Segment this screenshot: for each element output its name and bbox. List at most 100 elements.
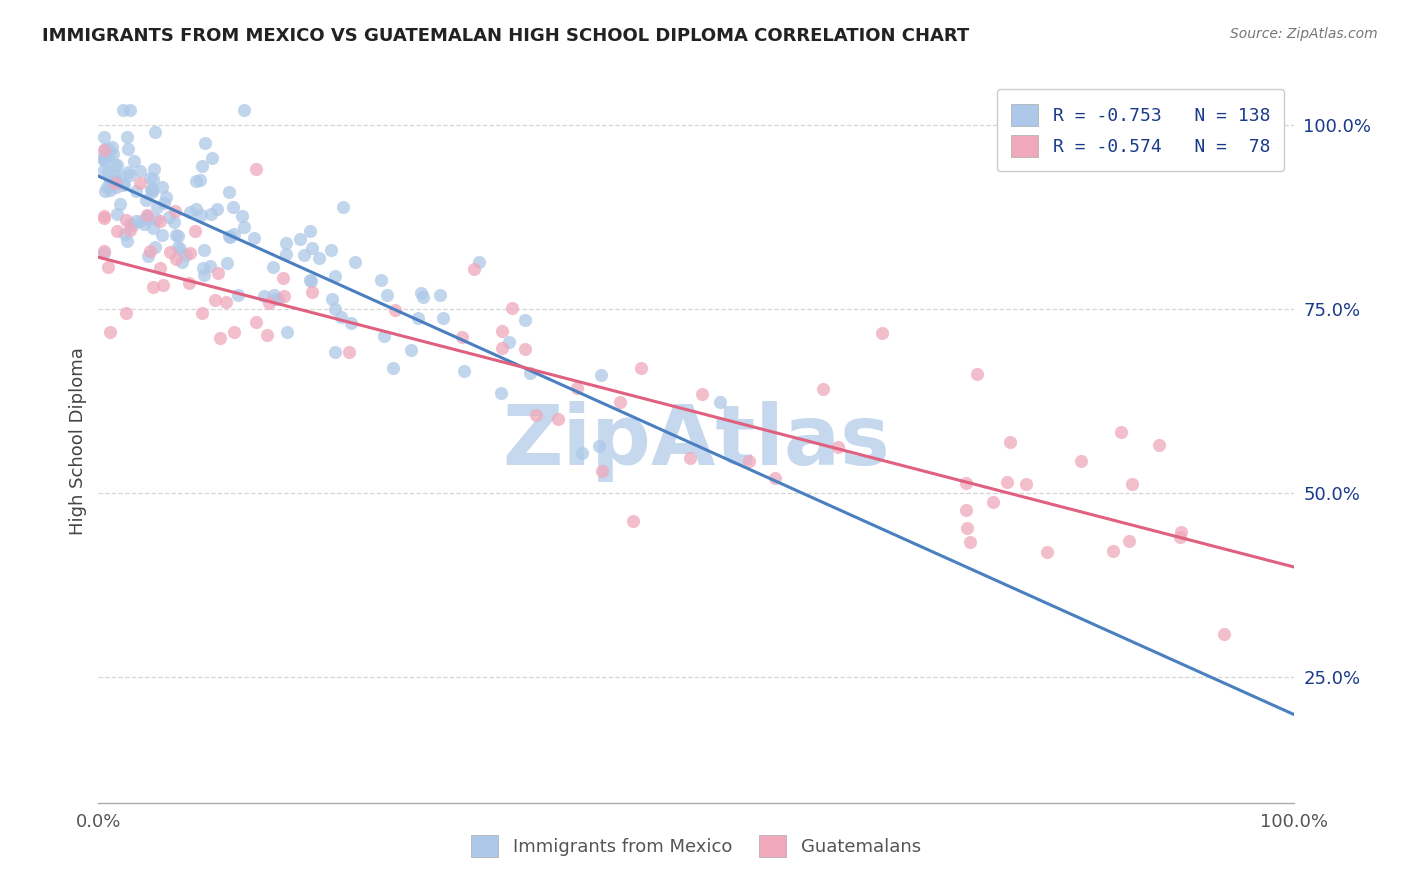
Point (1118, 534, 1140, 549)
Point (93, 211, 115, 225)
Point (105, 224, 128, 238)
Point (588, 439, 610, 453)
Point (186, 202, 208, 217)
Point (139, 244, 162, 258)
Point (571, 446, 593, 460)
Point (408, 310, 430, 325)
Point (142, 220, 165, 235)
Point (141, 186, 163, 200)
Point (411, 285, 433, 300)
Point (308, 251, 330, 265)
Point (118, 168, 141, 182)
Point (679, 451, 702, 466)
Point (190, 209, 212, 223)
Point (125, 214, 148, 228)
Point (93, 143, 115, 157)
Point (709, 395, 731, 409)
Point (266, 292, 288, 306)
Point (959, 535, 981, 549)
Point (170, 255, 193, 269)
Point (200, 207, 222, 221)
Point (1015, 476, 1038, 491)
Point (141, 172, 163, 186)
Legend: Immigrants from Mexico, Guatemalans: Immigrants from Mexico, Guatemalans (463, 826, 929, 866)
Point (94, 142, 117, 156)
Point (114, 213, 136, 227)
Point (491, 324, 513, 338)
Point (97, 260, 120, 274)
Point (105, 206, 128, 220)
Point (1070, 454, 1092, 468)
Point (955, 502, 977, 516)
Point (231, 209, 253, 223)
Point (169, 242, 191, 256)
Point (232, 103, 254, 117)
Point (870, 326, 893, 340)
Point (290, 232, 312, 246)
Point (219, 229, 242, 244)
Point (115, 306, 138, 320)
Point (243, 231, 266, 245)
Point (152, 278, 174, 293)
Point (143, 240, 166, 254)
Point (193, 260, 215, 275)
Point (1170, 524, 1192, 539)
Point (432, 311, 454, 326)
Point (194, 136, 217, 151)
Point (998, 434, 1021, 449)
Text: Source: ZipAtlas.com: Source: ZipAtlas.com (1230, 27, 1378, 41)
Point (253, 289, 276, 303)
Point (143, 125, 166, 139)
Point (450, 330, 472, 344)
Point (262, 260, 284, 274)
Point (256, 327, 278, 342)
Point (124, 184, 146, 198)
Point (298, 224, 321, 238)
Point (276, 325, 298, 339)
Point (1111, 425, 1133, 439)
Point (319, 244, 342, 258)
Point (100, 139, 122, 153)
Point (98, 148, 121, 162)
Point (955, 476, 977, 491)
Point (384, 303, 406, 318)
Point (145, 211, 167, 226)
Point (381, 361, 404, 376)
Point (184, 225, 207, 239)
Point (301, 285, 323, 300)
Point (179, 245, 201, 260)
Point (292, 248, 315, 262)
Point (193, 243, 215, 257)
Point (301, 241, 323, 255)
Point (141, 182, 163, 196)
Point (114, 227, 136, 241)
Point (323, 301, 346, 316)
Point (519, 366, 541, 380)
Point (222, 326, 245, 340)
Point (981, 494, 1004, 508)
Point (412, 290, 434, 304)
Point (468, 255, 491, 269)
Point (108, 197, 131, 211)
Point (136, 209, 159, 223)
Point (105, 175, 128, 189)
Point (155, 190, 177, 204)
Point (565, 381, 588, 395)
Point (591, 464, 613, 478)
Point (299, 275, 322, 289)
Point (233, 220, 256, 235)
Point (98, 325, 121, 339)
Point (325, 268, 347, 283)
Point (94, 184, 117, 198)
Point (956, 521, 979, 535)
Point (524, 409, 547, 423)
Point (323, 344, 346, 359)
Point (105, 158, 128, 172)
Point (104, 169, 127, 183)
Point (149, 214, 172, 228)
Point (215, 295, 238, 310)
Point (167, 229, 190, 244)
Point (98, 174, 121, 188)
Point (274, 247, 297, 261)
Point (298, 272, 321, 286)
